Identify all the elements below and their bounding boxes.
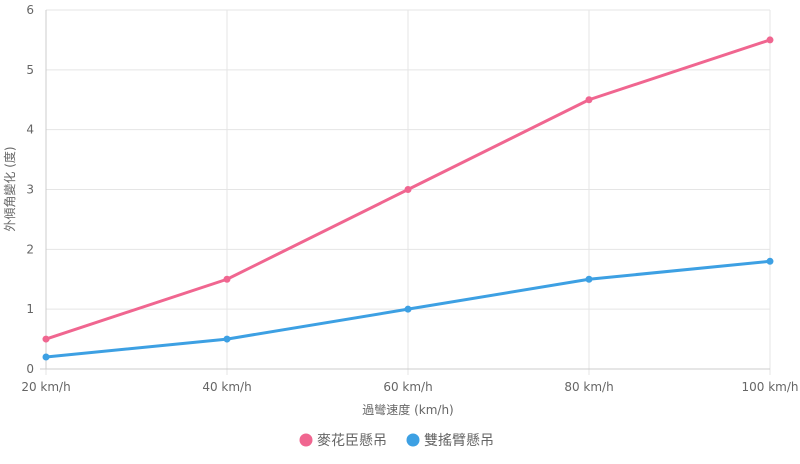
x-tick-label: 100 km/h: [741, 380, 798, 394]
data-point[interactable]: [404, 305, 412, 313]
y-tick-label: 0: [26, 362, 34, 376]
series-2: [42, 257, 774, 361]
data-point[interactable]: [766, 257, 774, 265]
x-tick-label: 80 km/h: [564, 380, 613, 394]
grid-lines: [45, 9, 771, 375]
y-axis-title: 外傾角變化 (度): [2, 146, 17, 231]
y-tick-label: 2: [26, 242, 34, 256]
data-point[interactable]: [404, 186, 412, 193]
x-tick-label: 20 km/h: [21, 380, 70, 394]
legend-marker: [299, 433, 313, 447]
legend-marker: [406, 433, 420, 447]
legend-label: 麥花臣懸吊: [317, 433, 387, 449]
data-point[interactable]: [585, 275, 593, 283]
x-tick-labels: 20 km/h 40 km/h 60 km/h 80 km/h 100 km/h: [21, 380, 798, 394]
data-point[interactable]: [42, 353, 50, 361]
data-point[interactable]: [766, 36, 774, 44]
legend: 麥花臣懸吊 雙搖臂懸吊: [299, 433, 495, 449]
x-axis-title: 過彎速度 (km/h): [362, 402, 453, 417]
y-tick-label: 1: [26, 302, 34, 316]
legend-item-1[interactable]: 麥花臣懸吊: [299, 433, 388, 449]
y-tick-label: 6: [26, 3, 34, 17]
y-tick-label: 5: [26, 63, 34, 77]
legend-item-2[interactable]: 雙搖臂懸吊: [406, 433, 495, 449]
data-point[interactable]: [223, 335, 231, 343]
x-tick-label: 40 km/h: [202, 380, 251, 394]
y-tick-label: 3: [26, 183, 34, 197]
axes: [40, 10, 770, 370]
data-point[interactable]: [223, 275, 231, 283]
y-tick-labels: 0 1 2 3 4 5 6: [26, 3, 34, 376]
x-tick-label: 60 km/h: [383, 380, 432, 394]
legend-label: 雙搖臂懸吊: [424, 433, 494, 449]
data-point[interactable]: [585, 96, 593, 104]
data-point[interactable]: [42, 335, 50, 343]
series-1: [42, 36, 774, 343]
y-tick-label: 4: [26, 123, 34, 137]
series-lines: [42, 36, 774, 361]
